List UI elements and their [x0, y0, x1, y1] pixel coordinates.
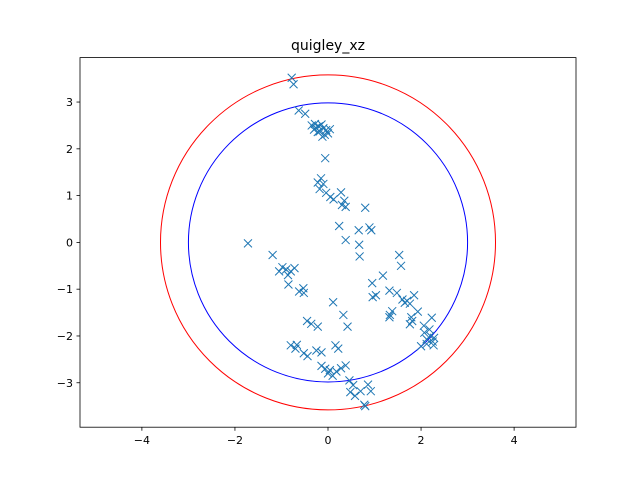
data-point — [329, 195, 338, 204]
data-point — [345, 376, 354, 385]
data-point — [360, 401, 370, 411]
data-point — [413, 307, 423, 316]
chart-title: quigley_xz — [291, 38, 365, 54]
data-point — [339, 196, 349, 206]
data-point — [313, 178, 323, 187]
data-point — [341, 361, 351, 370]
y-axis: −3 −2 −1 0 1 2 3 — [57, 96, 80, 390]
data-point — [396, 261, 406, 271]
data-point — [306, 319, 316, 329]
data-point — [312, 346, 321, 355]
y-tick-label: 0 — [66, 236, 73, 249]
data-point — [385, 310, 395, 320]
data-point — [385, 312, 394, 322]
data-point — [334, 221, 344, 231]
data-point — [311, 123, 321, 133]
data-point — [419, 328, 429, 338]
data-point — [360, 203, 370, 213]
data-point — [345, 387, 355, 397]
data-point — [429, 333, 439, 343]
data-point — [419, 321, 429, 331]
x-tick-label: 0 — [325, 434, 332, 447]
data-point — [392, 288, 402, 298]
data-point — [343, 322, 352, 331]
data-point — [405, 299, 415, 309]
data-point — [333, 344, 343, 353]
data-point — [328, 297, 338, 307]
data-point — [355, 252, 364, 261]
data-point — [354, 240, 364, 250]
data-point — [422, 339, 431, 349]
data-point — [367, 278, 377, 288]
data-point — [366, 386, 376, 396]
y-tick-label: −2 — [57, 330, 73, 343]
data-point — [385, 286, 394, 295]
data-point — [287, 73, 297, 83]
data-point — [268, 250, 277, 260]
data-point — [290, 263, 299, 273]
y-tick-label: −1 — [57, 283, 73, 296]
data-point — [337, 200, 347, 210]
outer-circle — [159, 74, 497, 411]
data-point — [336, 187, 346, 197]
data-point — [354, 225, 364, 235]
data-point — [320, 364, 330, 374]
data-point — [416, 341, 426, 351]
data-point — [283, 270, 293, 280]
data-point — [394, 250, 404, 260]
data-point — [365, 223, 374, 232]
data-point — [299, 348, 309, 358]
data-point — [281, 265, 291, 274]
data-point — [348, 380, 358, 390]
data-point — [243, 238, 253, 248]
data-point — [339, 310, 348, 320]
data-point — [350, 391, 360, 401]
data-point — [332, 367, 341, 376]
data-point — [292, 340, 302, 350]
x-axis: −4 −2 0 2 4 — [134, 427, 518, 447]
data-point — [274, 267, 284, 276]
data-point — [294, 287, 304, 296]
data-point — [356, 386, 365, 396]
plot-area — [159, 73, 497, 411]
data-point — [407, 316, 417, 326]
data-point — [317, 361, 326, 371]
data-point — [284, 280, 293, 289]
data-point — [366, 225, 376, 235]
data-point — [316, 173, 326, 183]
data-point — [429, 340, 438, 350]
x-tick-label: 4 — [511, 434, 518, 447]
data-point — [409, 290, 419, 300]
data-point — [289, 79, 298, 89]
y-tick-label: −3 — [57, 377, 73, 390]
inner-circle — [187, 102, 469, 383]
data-point — [313, 127, 323, 137]
data-point — [278, 262, 287, 272]
data-point — [320, 153, 330, 163]
data-point — [298, 283, 308, 293]
y-tick-label: 2 — [66, 143, 73, 156]
data-point — [318, 179, 328, 189]
y-tick-label: 3 — [66, 96, 73, 109]
y-tick-label: 1 — [66, 190, 73, 203]
data-point — [317, 347, 326, 357]
data-point — [300, 109, 310, 119]
data-point — [371, 290, 381, 300]
data-point — [325, 124, 335, 134]
data-point — [303, 351, 312, 361]
data-point — [341, 235, 351, 245]
data-point — [363, 380, 373, 389]
data-point — [313, 322, 323, 331]
data-point — [302, 316, 312, 326]
x-tick-label: −4 — [134, 434, 150, 447]
x-tick-label: −2 — [227, 434, 243, 447]
data-point — [315, 184, 324, 194]
data-point — [378, 271, 388, 280]
data-point — [294, 106, 304, 115]
data-point — [336, 363, 346, 373]
data-point — [427, 313, 437, 323]
x-tick-label: 2 — [418, 434, 425, 447]
data-point — [387, 306, 397, 316]
